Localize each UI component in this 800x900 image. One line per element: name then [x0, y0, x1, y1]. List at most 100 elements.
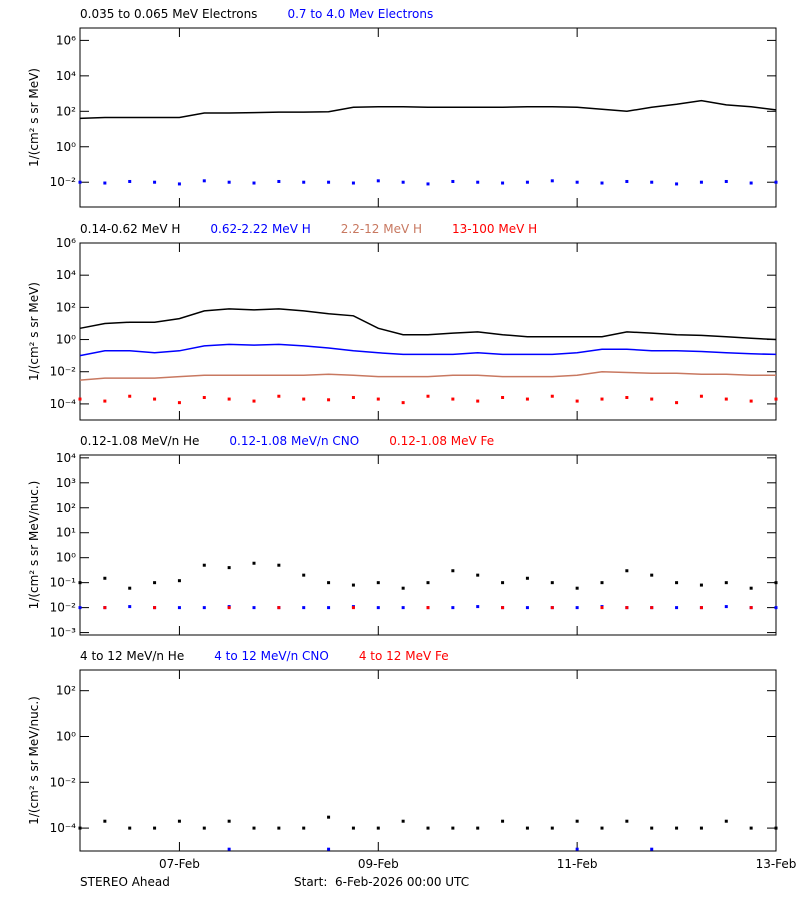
data-point	[277, 606, 281, 610]
data-point	[625, 606, 629, 610]
data-point	[376, 179, 380, 183]
data-point	[78, 606, 82, 610]
data-point	[103, 181, 107, 185]
data-point	[177, 579, 181, 583]
data-point	[699, 583, 703, 587]
data-point	[128, 586, 132, 590]
data-point	[675, 581, 679, 585]
data-point	[451, 569, 455, 573]
y-tick-label: 10⁻⁴	[50, 821, 77, 835]
data-point	[625, 179, 629, 183]
legend-entry: 13-100 MeV H	[452, 222, 537, 236]
data-point	[153, 606, 157, 610]
data-point	[277, 179, 281, 183]
footer-start: Start: 6-Feb-2026 00:00 UTC	[294, 875, 469, 889]
y-tick-label: 10³	[56, 476, 76, 490]
data-point	[675, 606, 679, 610]
data-point	[525, 397, 529, 401]
data-point	[302, 573, 306, 577]
y-tick-label: 10¹	[56, 526, 76, 540]
data-point	[749, 826, 753, 830]
data-point	[227, 847, 231, 851]
data-point	[650, 180, 654, 184]
footer-left: STEREO Ahead	[80, 875, 170, 889]
data-point	[451, 397, 455, 401]
y-tick-label: 10⁻⁴	[50, 397, 77, 411]
data-point	[525, 826, 529, 830]
data-point	[376, 581, 380, 585]
data-point	[501, 606, 505, 610]
data-point	[128, 394, 132, 398]
legend-entry: 4 to 12 MeV/n He	[80, 649, 184, 663]
y-tick-label: 10⁶	[56, 33, 76, 47]
data-point	[501, 819, 505, 823]
data-point	[78, 397, 82, 401]
data-point	[153, 180, 157, 184]
data-point	[128, 179, 132, 183]
data-point	[550, 826, 554, 830]
data-point	[376, 606, 380, 610]
data-point	[525, 180, 529, 184]
data-point	[426, 182, 430, 186]
data-point	[650, 397, 654, 401]
legend-entry: 0.12-1.08 MeV/n He	[80, 434, 199, 448]
data-point	[575, 586, 579, 590]
data-point	[699, 180, 703, 184]
data-point	[177, 182, 181, 186]
data-point	[600, 397, 604, 401]
data-point	[202, 563, 206, 567]
data-point	[699, 606, 703, 610]
data-point	[724, 581, 728, 585]
data-point	[153, 581, 157, 585]
data-point	[351, 583, 355, 587]
data-point	[351, 606, 355, 610]
data-point	[227, 566, 231, 570]
data-point	[202, 606, 206, 610]
legend-entry: 0.12-1.08 MeV/n CNO	[229, 434, 359, 448]
plot-frame	[79, 27, 777, 208]
legend-entry: 0.12-1.08 MeV Fe	[389, 434, 494, 448]
data-point	[550, 179, 554, 183]
data-point	[401, 586, 405, 590]
data-point	[575, 180, 579, 184]
y-tick-label: 10⁻²	[50, 775, 77, 789]
data-point	[103, 819, 107, 823]
data-point	[177, 401, 181, 405]
data-point	[600, 181, 604, 185]
data-point	[202, 179, 206, 183]
legend-entry: 4 to 12 MeV Fe	[359, 649, 449, 663]
y-axis-label: 1/(cm² s sr MeV)	[27, 68, 41, 167]
y-tick-label: 10²	[56, 684, 76, 698]
data-point	[426, 394, 430, 398]
data-point	[202, 826, 206, 830]
data-point	[476, 605, 480, 609]
y-tick-label: 10⁻²	[50, 175, 77, 189]
series-line	[79, 99, 777, 120]
data-point	[650, 606, 654, 610]
data-point	[103, 606, 107, 610]
data-point	[302, 826, 306, 830]
data-point	[550, 606, 554, 610]
data-point	[625, 569, 629, 573]
data-point	[351, 396, 355, 400]
y-tick-label: 10⁻¹	[50, 576, 77, 590]
data-point	[103, 399, 107, 403]
data-point	[227, 819, 231, 823]
data-point	[774, 606, 778, 610]
data-point	[327, 847, 331, 851]
data-point	[426, 581, 430, 585]
data-point	[401, 180, 405, 184]
y-axis-label: 1/(cm² s sr MeV/nuc.)	[27, 696, 41, 825]
data-point	[277, 394, 281, 398]
data-point	[575, 606, 579, 610]
data-point	[625, 396, 629, 400]
y-axis-label: 1/(cm² s sr MeV)	[27, 282, 41, 381]
data-point	[724, 179, 728, 183]
data-point	[525, 606, 529, 610]
y-axis-label: 1/(cm² s sr MeV/nuc.)	[27, 481, 41, 610]
data-point	[675, 826, 679, 830]
data-point	[501, 181, 505, 185]
data-point	[227, 606, 231, 610]
data-point	[650, 847, 654, 851]
data-point	[202, 396, 206, 400]
